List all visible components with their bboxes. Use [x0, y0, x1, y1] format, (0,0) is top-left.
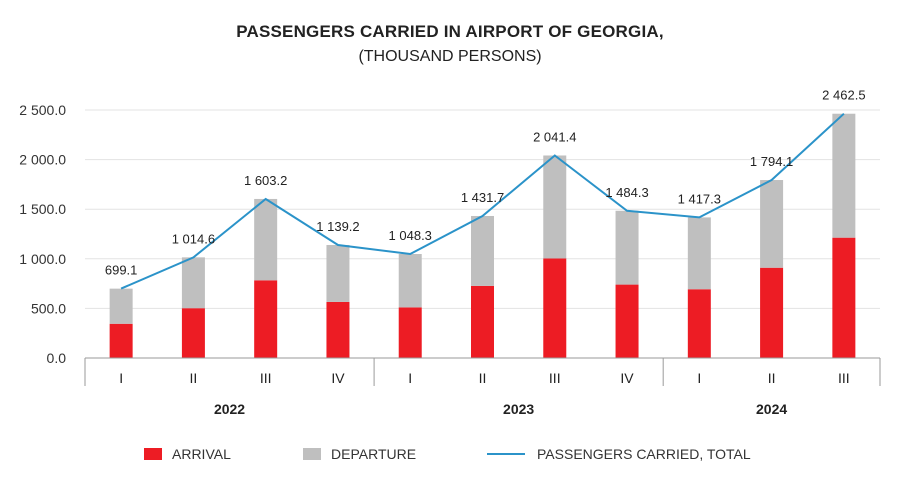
- bar-departure: [543, 155, 567, 259]
- legend-item-total: PASSENGERS CARRIED, TOTAL: [487, 446, 751, 462]
- bar-arrival: [543, 258, 567, 358]
- bar-arrival: [615, 284, 639, 358]
- bar-departure: [832, 113, 856, 238]
- x-tick-label: III: [260, 370, 272, 386]
- total-data-label: 1 603.2: [244, 173, 287, 188]
- bar-departure: [254, 198, 278, 281]
- bar-departure: [326, 244, 350, 302]
- bar-departure: [615, 210, 639, 285]
- total-data-label: 2 041.4: [533, 129, 576, 144]
- total-data-label: 1 484.3: [605, 185, 648, 200]
- bar-arrival: [254, 280, 278, 358]
- bar-arrival: [109, 323, 133, 358]
- bar-departure: [687, 217, 711, 290]
- y-tick-label: 0.0: [47, 350, 67, 366]
- bar-arrival: [181, 308, 205, 358]
- bar-arrival: [760, 267, 784, 358]
- x-tick-label: IV: [620, 370, 634, 386]
- line-total: [120, 112, 845, 290]
- x-tick-label: II: [190, 370, 198, 386]
- y-tick-label: 1 500.0: [19, 201, 66, 217]
- legend-label-arrival: ARRIVAL: [172, 446, 231, 462]
- total-data-label: 699.1: [105, 263, 138, 278]
- total-data-label: 1 417.3: [678, 191, 721, 206]
- x-tick-label: III: [838, 370, 850, 386]
- total-data-label: 1 431.7: [461, 190, 504, 205]
- legend-item-arrival: ARRIVAL: [144, 446, 231, 462]
- legend-swatch-arrival: [144, 448, 162, 460]
- bar-departure: [398, 254, 422, 308]
- total-data-label: 1 139.2: [316, 219, 359, 234]
- chart-subtitle: (THOUSAND PERSONS): [358, 48, 542, 65]
- year-group-label: 2023: [503, 401, 534, 417]
- legend-swatch-departure: [303, 448, 321, 460]
- x-tick-label: I: [119, 370, 123, 386]
- bar-arrival: [398, 307, 422, 358]
- bar-arrival: [326, 301, 350, 358]
- x-tick-label: III: [549, 370, 561, 386]
- x-tick-label: II: [768, 370, 776, 386]
- x-tick-label: II: [479, 370, 487, 386]
- year-group-label: 2024: [756, 401, 787, 417]
- total-data-label: 1 014.6: [172, 231, 215, 246]
- bar-arrival: [471, 285, 494, 358]
- total-data-label: 2 462.5: [822, 88, 865, 103]
- bar-departure: [109, 288, 133, 324]
- bar-departure: [471, 215, 494, 286]
- x-tick-label: IV: [331, 370, 345, 386]
- legend-label-departure: DEPARTURE: [331, 446, 417, 462]
- year-group-label: 2022: [214, 401, 245, 417]
- legend-swatch-total: [487, 453, 525, 455]
- total-data-label: 1 794.1: [750, 154, 793, 169]
- legend-label-total: PASSENGERS CARRIED, TOTAL: [537, 446, 751, 462]
- total-data-label: 1 048.3: [389, 228, 432, 243]
- x-tick-label: I: [408, 370, 412, 386]
- bar-departure: [760, 180, 784, 268]
- x-tick-label: I: [697, 370, 701, 386]
- y-tick-label: 2 500.0: [19, 102, 66, 118]
- bar-arrival: [832, 237, 856, 358]
- chart-title: PASSENGERS CARRIED IN AIRPORT OF GEORGIA…: [236, 22, 664, 41]
- bar-arrival: [687, 289, 711, 358]
- legend-item-departure: DEPARTURE: [303, 446, 416, 462]
- y-tick-label: 500.0: [31, 300, 66, 316]
- y-tick-label: 2 000.0: [19, 152, 66, 168]
- y-tick-label: 1 000.0: [19, 251, 66, 267]
- bar-departure: [181, 257, 205, 309]
